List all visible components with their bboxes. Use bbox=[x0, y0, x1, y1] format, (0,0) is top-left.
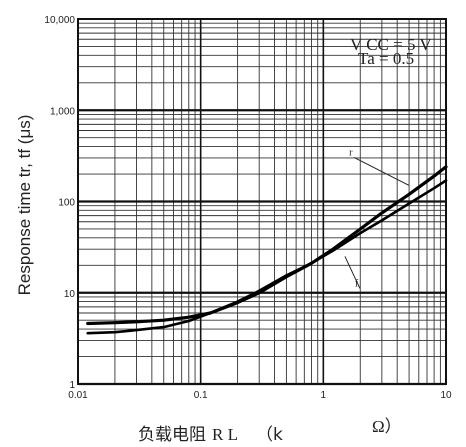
x-tick-label: 1 bbox=[321, 390, 327, 401]
series-line-tf bbox=[86, 179, 448, 335]
y-tick-label: 10,000 bbox=[44, 15, 75, 26]
y-tick-label: 1,000 bbox=[50, 106, 75, 117]
x-tick-label: 10 bbox=[440, 390, 452, 401]
condition-ta: Ta = 0.5 bbox=[358, 49, 414, 68]
y-axis-label: Response time tr, tf (μs) bbox=[15, 115, 34, 296]
condition-vcc: V CC = 5 V bbox=[350, 35, 432, 54]
y-tick-label: 10 bbox=[64, 289, 76, 300]
series-line-tr bbox=[86, 165, 448, 326]
series-label-leader bbox=[353, 156, 410, 186]
x-tick-labels: 0.01 0.1 1 10 bbox=[68, 390, 452, 401]
series-layer bbox=[86, 165, 448, 335]
plot-frame bbox=[77, 18, 447, 385]
series-label-tr: r bbox=[349, 147, 353, 158]
y-tick-labels: 1 10 100 1,000 10,000 bbox=[44, 15, 75, 391]
x-axis-label-prefix: 负载电阻 bbox=[138, 425, 206, 445]
x-tick-label: 0.1 bbox=[194, 390, 208, 401]
y-tick-label: 1 bbox=[69, 380, 75, 391]
x-tick-label: 0.01 bbox=[68, 390, 88, 401]
series-labels: rf bbox=[344, 147, 410, 289]
series-label-leader bbox=[344, 256, 361, 289]
x-axis-label-unit-open: （k bbox=[256, 425, 283, 445]
x-axis-label-symbol: R L bbox=[212, 425, 238, 444]
series-label-tf: f bbox=[355, 278, 359, 289]
x-axis-label-unit-close: Ω） bbox=[372, 417, 402, 436]
y-tick-label: 100 bbox=[58, 198, 75, 209]
